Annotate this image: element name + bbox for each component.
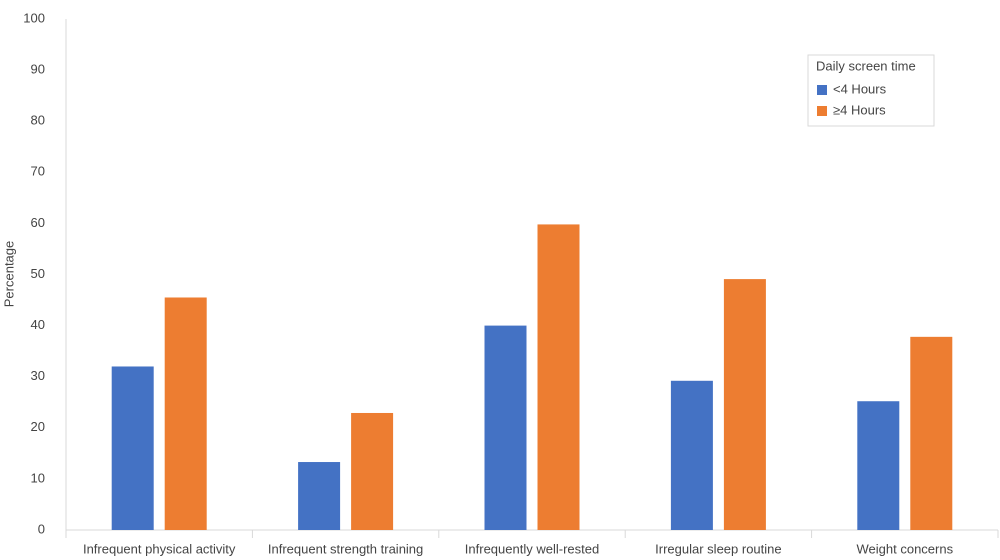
y-tick-label: 60 [31,215,45,230]
bar [723,279,766,530]
bar [910,336,953,530]
legend-label: <4 Hours [833,81,887,96]
bar [857,401,900,530]
legend-title: Daily screen time [816,58,916,73]
bar [670,380,713,530]
y-tick-label: 0 [38,521,45,536]
legend-swatch [817,106,827,116]
x-tick-label: Weight concerns [857,541,954,556]
y-tick-label: 100 [23,10,45,25]
legend-label: ≥4 Hours [833,102,886,117]
legend-swatch [817,85,827,95]
y-tick-label: 70 [31,164,45,179]
y-tick-label: 40 [31,317,45,332]
y-tick-label: 30 [31,368,45,383]
y-tick-label: 80 [31,113,45,128]
bar [164,297,207,530]
y-tick-label: 90 [31,62,45,77]
x-tick-label: Infrequent strength training [268,541,423,556]
legend-box [807,54,935,127]
y-tick-label: 50 [31,266,45,281]
y-tick-label: 20 [31,419,45,434]
bar [351,412,394,530]
bar [537,224,580,530]
bar [298,462,341,530]
bar [111,366,154,530]
x-tick-label: Irregular sleep routine [655,541,781,556]
x-tick-label: Infrequent physical activity [83,541,236,556]
y-tick-label: 10 [31,470,45,485]
bar [484,325,527,530]
y-axis-label: Percentage [1,241,16,308]
x-tick-label: Infrequently well-rested [465,541,599,556]
